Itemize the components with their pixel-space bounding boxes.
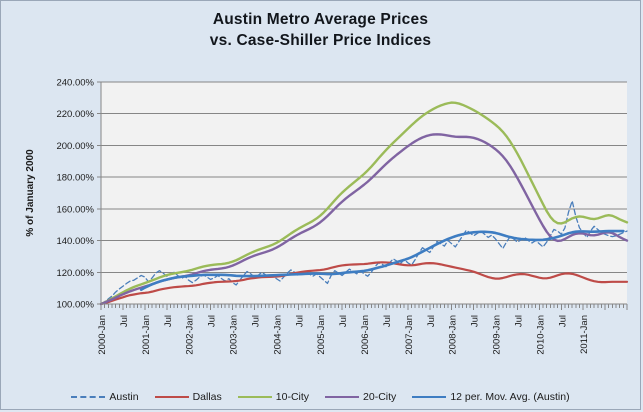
- x-axis-tick-labels: 2000-Jan Jul 2001-Jan Jul 2002-Jan Jul 2003-Ja…: [97, 315, 590, 355]
- x-axis-tick-label: Jul: [338, 315, 349, 327]
- legend-label: 12 per. Mov. Avg. (Austin): [450, 391, 570, 403]
- x-axis-tick-label: Jul: [382, 315, 393, 327]
- x-axis-tick-label: Jul: [163, 315, 174, 327]
- chart-title: Austin Metro Average Prices vs. Case-Shi…: [1, 9, 640, 51]
- legend-label: Dallas: [192, 391, 222, 403]
- x-axis-tick-label: 2002-Jan: [185, 315, 196, 355]
- x-axis-tick-marks: [100, 304, 628, 310]
- y-axis-tick-label: 220.00%: [56, 109, 94, 120]
- legend-item-10-city[interactable]: 10-City: [237, 391, 310, 403]
- legend-label: Austin: [109, 391, 139, 403]
- y-axis-tick-label: 160.00%: [56, 204, 94, 215]
- y-axis-title: % of January 2000: [25, 149, 36, 237]
- y-axis-tick-label: 180.00%: [56, 173, 94, 184]
- legend-label: 10-City: [275, 391, 310, 403]
- plot-area-background: [101, 82, 627, 304]
- legend-label: 20-City: [363, 391, 397, 403]
- x-axis-tick-label: Jul: [470, 315, 481, 327]
- legend-swatch-icon: [412, 396, 447, 398]
- legend-swatch-icon: [71, 396, 106, 398]
- legend-item-12-per-mov-avg-austin[interactable]: 12 per. Mov. Avg. (Austin): [412, 391, 570, 403]
- legend-swatch-icon: [154, 396, 189, 398]
- x-axis-tick-label: 2010-Jan: [535, 315, 546, 355]
- x-axis-tick-label: 2011-Jan: [579, 315, 590, 354]
- legend-swatch-icon: [325, 396, 360, 398]
- y-axis-tick-label: 140.00%: [56, 236, 94, 247]
- series-line-austin: [100, 200, 628, 305]
- series-line-10-city: [99, 101, 629, 306]
- legend-item-austin[interactable]: Austin: [71, 391, 139, 403]
- x-axis-tick-label: 2004-Jan: [272, 315, 283, 355]
- x-axis-tick-label: 2000-Jan: [97, 315, 108, 355]
- axis-lines: [100, 82, 627, 305]
- series-line-12-per-mov-avg-austin: [139, 229, 625, 292]
- chart-title-line-2: vs. Case-Shiller Price Indices: [209, 32, 432, 49]
- x-axis-tick-label: Jul: [557, 315, 568, 327]
- x-axis-tick-label: 2001-Jan: [141, 315, 152, 355]
- legend-item-dallas[interactable]: Dallas: [154, 391, 222, 403]
- series-line-dallas: [99, 261, 629, 306]
- x-axis-tick-label: 2003-Jan: [229, 315, 240, 355]
- x-axis-tick-label: Jul: [294, 315, 305, 327]
- x-axis-tick-label: 2006-Jan: [360, 315, 371, 355]
- x-axis-tick-label: 2005-Jan: [316, 315, 327, 355]
- x-axis-tick-label: 2009-Jan: [492, 315, 503, 355]
- chart-legend: Austin Dallas 10-City 20-City 12 per. Mov. A…: [1, 391, 640, 403]
- data-series: [99, 101, 629, 306]
- y-axis-tick-label: 200.00%: [56, 141, 94, 152]
- y-axis-tick-label: 120.00%: [56, 268, 94, 279]
- y-axis-tick-labels: 100.00% 120.00% 140.00% 160.00% 180.00% 200.0…: [56, 78, 94, 311]
- x-axis-tick-label: 2008-Jan: [448, 315, 459, 355]
- chart-title-line-1: Austin Metro Average Prices: [212, 11, 429, 28]
- x-axis-tick-label: Jul: [426, 315, 437, 327]
- y-axis-tick-label: 100.00%: [56, 300, 94, 311]
- y-axis-tick-label: 240.00%: [56, 78, 94, 89]
- y-axis-title-text: % of January 2000: [25, 149, 36, 237]
- legend-item-20-city[interactable]: 20-City: [325, 391, 396, 403]
- x-axis-tick-label: Jul: [119, 315, 130, 327]
- x-axis-tick-label: Jul: [250, 315, 261, 327]
- x-axis-tick-label: 2007-Jan: [404, 315, 415, 355]
- x-axis-tick-label: Jul: [513, 315, 524, 327]
- x-axis-tick-label: Jul: [207, 315, 218, 327]
- legend-swatch-icon: [237, 396, 272, 398]
